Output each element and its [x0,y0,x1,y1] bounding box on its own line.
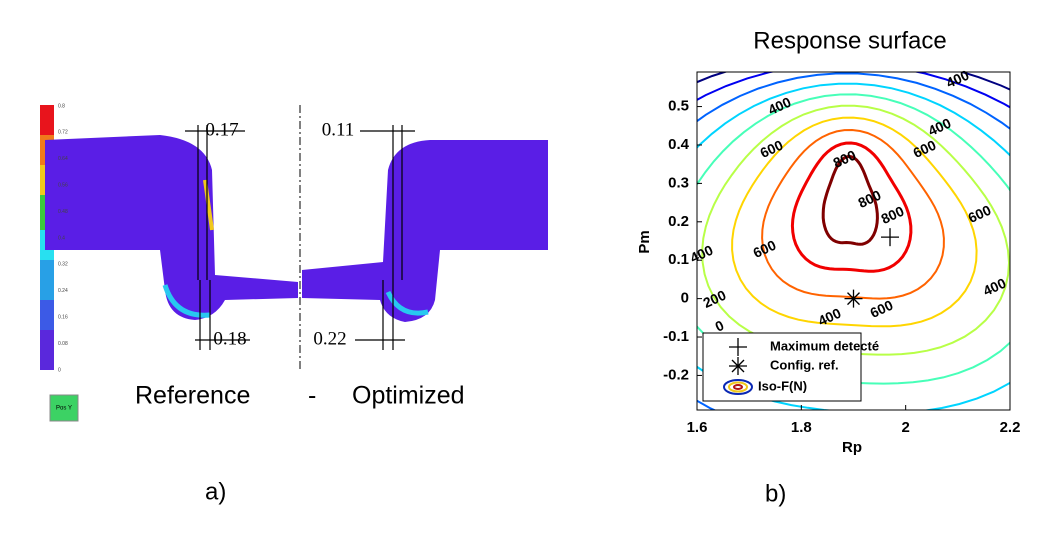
dimension-label: 0.22 [313,328,346,349]
background [0,0,1040,531]
y-axis-label: Pm [636,230,653,253]
dimension-label: 0.17 [205,119,238,140]
x-tick-label: 2.2 [1000,419,1021,436]
panel-label: a) [205,478,226,505]
colorbar-tick-label: 0.72 [58,130,68,136]
legend-label: Iso-F(N) [758,378,807,393]
colorbar-tick-label: 0.16 [58,315,68,321]
y-tick-label: -0.1 [663,328,689,345]
legend-label: Config. ref. [770,357,839,372]
colorbar-tick-label: 0.48 [58,209,68,215]
panel-label: b) [765,480,786,507]
x-axis-label: Rp [842,439,862,456]
legend-label: Maximum detecté [770,338,879,353]
colorbar-tick-label: 0.64 [58,156,68,162]
colorbar-segment [40,300,54,330]
y-tick-label: 0.5 [668,98,689,115]
caption: Optimized [352,382,465,410]
colorbar-tick-label: 0.4 [58,235,65,241]
x-tick-label: 1.6 [687,419,708,436]
view-button-label: Pos Y [56,406,72,412]
chart-title: Response surface [753,27,946,54]
colorbar-tick-label: 0.56 [58,183,68,189]
y-tick-label: 0.3 [668,174,689,191]
colorbar-tick-label: 0.32 [58,262,68,268]
colorbar-segment [40,260,54,300]
colorbar-segment [40,105,54,135]
x-tick-label: 2 [901,419,909,436]
colorbar-tick-label: 0.08 [58,341,68,347]
y-tick-label: 0.1 [668,251,689,268]
colorbar-tick-label: 0.8 [58,103,65,109]
x-tick-label: 1.8 [791,419,812,436]
colorbar-segment [40,330,54,370]
dimension-label: 0.11 [322,119,355,140]
dimension-label: 0.18 [213,328,246,349]
y-tick-label: 0.4 [668,136,690,153]
y-tick-label: 0.2 [668,213,689,230]
y-tick-label: 0 [681,290,689,307]
colorbar-tick-label: 0.24 [58,288,68,294]
caption: Reference [135,382,250,410]
y-tick-label: -0.2 [663,366,689,383]
colorbar-tick-label: 0 [58,367,61,373]
caption: - [308,382,316,410]
figure: 0.80.720.640.560.480.40.320.240.160.0800… [0,0,1040,531]
